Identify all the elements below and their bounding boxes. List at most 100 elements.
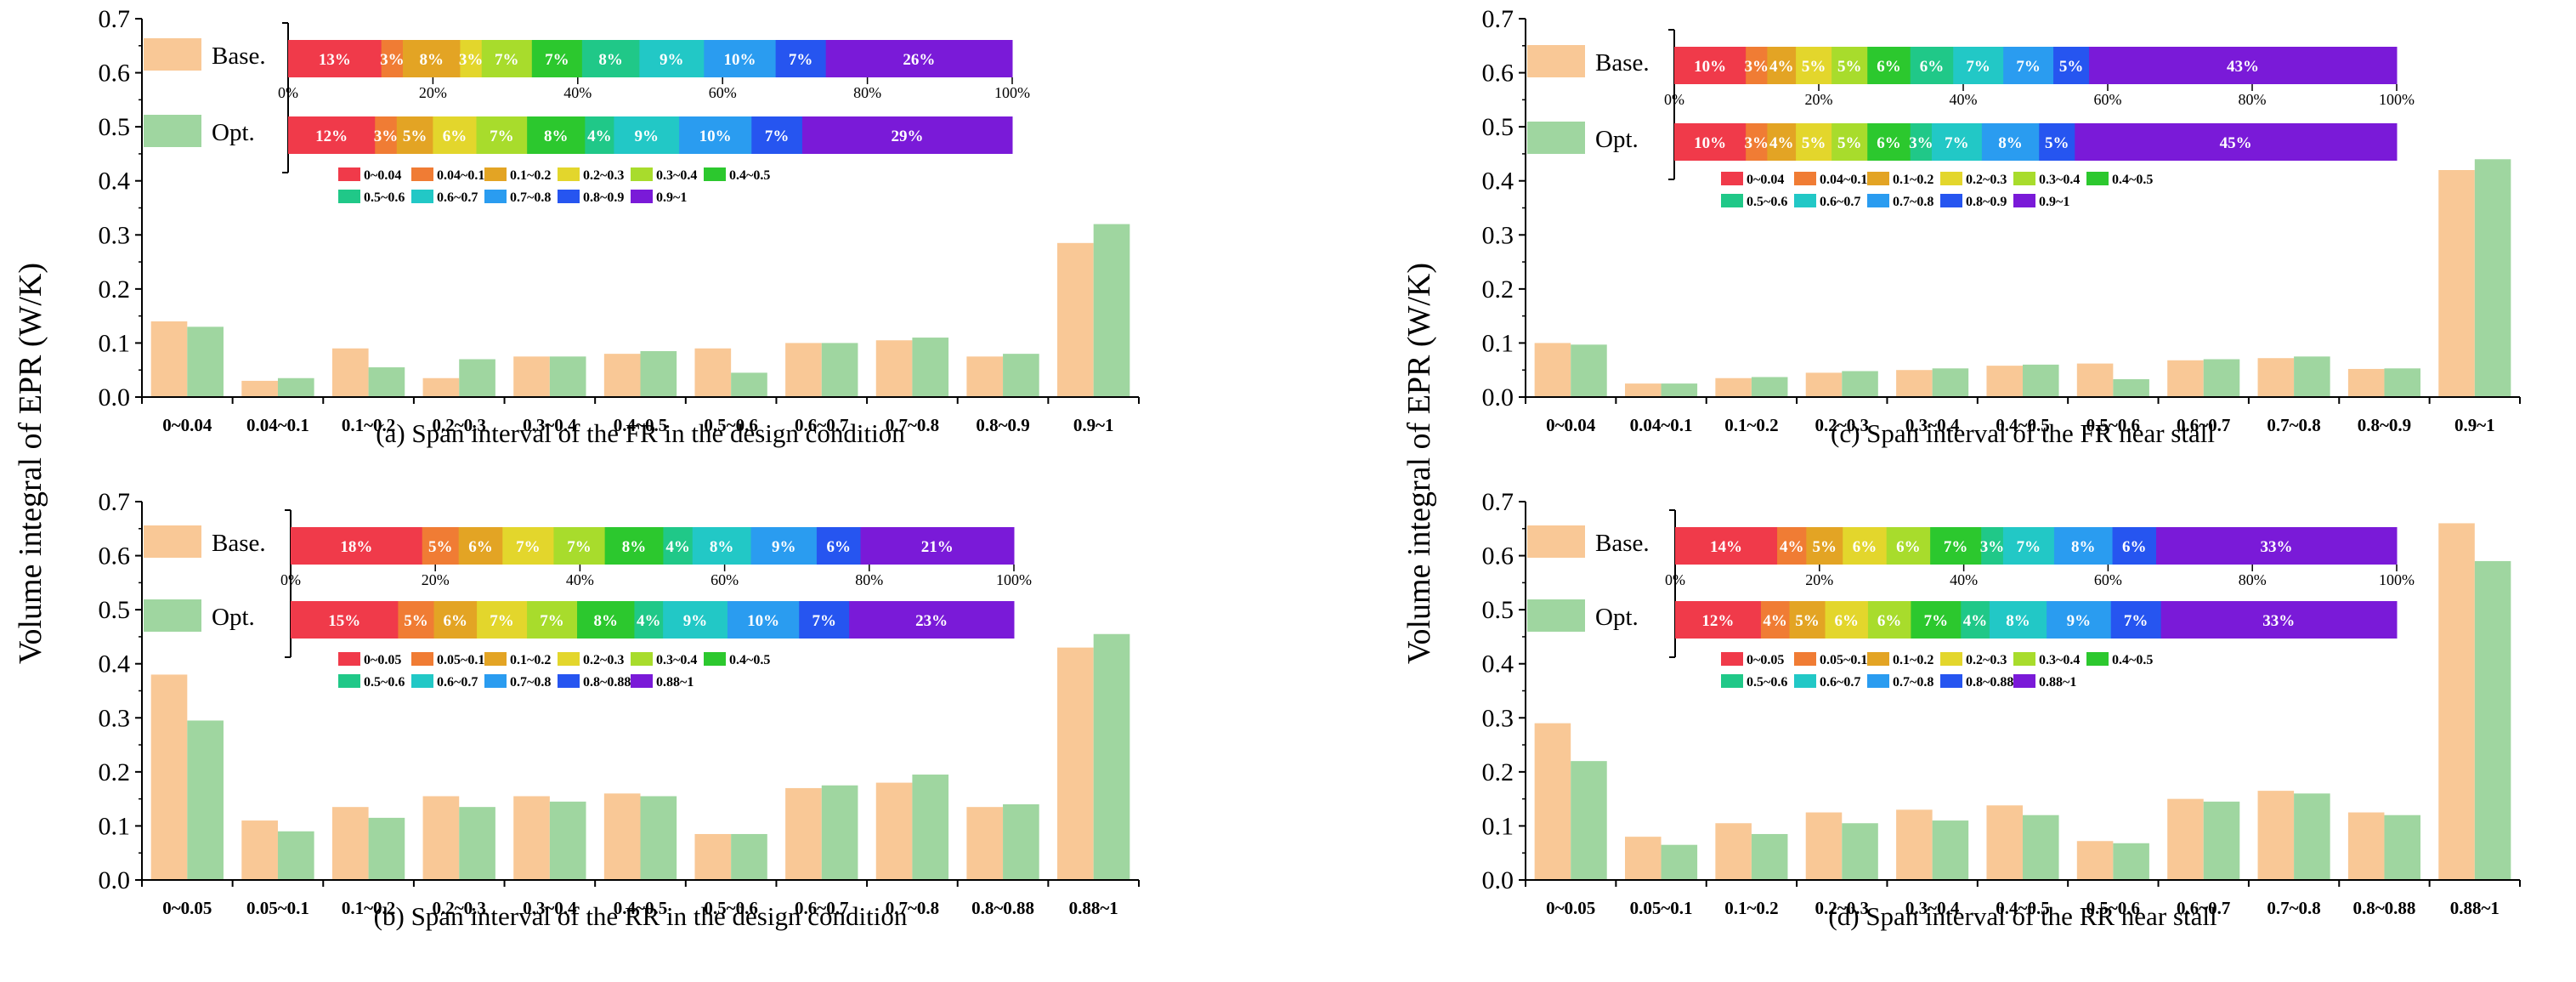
stacked-segment-label-opt-8: 9% <box>2067 612 2092 630</box>
y-tick-label: 0.2 <box>1482 275 1514 304</box>
y-tick-label: 0.6 <box>99 60 131 88</box>
interval-legend-swatch-1 <box>1794 652 1816 666</box>
panel-caption: (a) Span interval of the FR in the desig… <box>376 418 905 448</box>
x-tick-label: 0.4~0.5 <box>614 898 667 918</box>
interval-legend-label-1: 0.04~0.1 <box>1820 173 1867 187</box>
bar-base-3 <box>1805 372 1843 397</box>
bar-opt-3 <box>1842 371 1878 397</box>
stacked-segment-label-opt-1: 4% <box>1763 612 1787 630</box>
stacked-segment-opt-0 <box>1675 601 1762 639</box>
stacked-segment-label-opt-6: 4% <box>587 128 612 145</box>
stacked-segment-label-base-6: 3% <box>1980 538 2005 556</box>
stacked-segment-label-opt-9: 5% <box>2045 134 2069 152</box>
stacked-segment-label-base-1: 3% <box>1745 58 1769 76</box>
percent-tick-label: 40% <box>563 84 592 101</box>
percent-tick-label: 60% <box>2094 571 2122 588</box>
bar-opt-3 <box>459 359 495 397</box>
bar-opt-7 <box>821 343 858 397</box>
x-tick-label: 0.6~0.7 <box>2177 898 2230 918</box>
stacked-segment-base-9 <box>2053 47 2090 84</box>
stacked-segment-label-base-2: 5% <box>1813 538 1837 556</box>
stacked-segment-label-opt-8: 10% <box>699 128 732 145</box>
stacked-segment-opt-1 <box>375 116 398 154</box>
x-tick-label: 0.3~0.4 <box>1905 415 1960 435</box>
stacked-segment-label-base-6: 6% <box>1920 58 1945 76</box>
bar-opt-10 <box>1093 633 1130 880</box>
interval-legend-label-6: 0.5~0.6 <box>1747 195 1787 209</box>
percent-tick-label: 100% <box>2379 91 2415 108</box>
stacked-segment-opt-5 <box>1867 123 1911 161</box>
x-tick-label: 0.04~0.1 <box>246 415 309 435</box>
y-tick-label: 0.3 <box>99 704 131 732</box>
stacked-segment-label-opt-9: 7% <box>812 612 836 630</box>
x-tick-label: 0.88~1 <box>2450 898 2500 918</box>
interval-legend-swatch-0 <box>338 652 360 666</box>
bar-opt-4 <box>1932 820 1969 880</box>
interval-legend-swatch-7 <box>411 674 433 688</box>
bar-base-10 <box>2438 523 2475 880</box>
bar-base-10 <box>1057 647 1094 880</box>
interval-legend-label-3: 0.2~0.3 <box>1966 653 2007 667</box>
stacked-segment-label-base-1: 4% <box>1780 538 1804 556</box>
stacked-segment-opt-5 <box>527 116 586 154</box>
stacked-segment-opt-4 <box>476 116 528 154</box>
y-tick-label: 0.1 <box>99 329 131 357</box>
stacked-segment-opt-4 <box>527 601 578 639</box>
stacked-segment-base-4 <box>1832 47 1868 84</box>
bar-opt-10 <box>1093 224 1130 397</box>
interval-legend-label-4: 0.3~0.4 <box>2039 173 2080 187</box>
stacked-segment-base-8 <box>2003 47 2054 84</box>
stacked-segment-label-base-0: 18% <box>340 538 372 556</box>
stacked-segment-label-opt-4: 7% <box>540 612 564 630</box>
interval-legend-swatch-9 <box>1940 674 1962 688</box>
stacked-segment-label-opt-7: 9% <box>634 128 659 145</box>
interval-legend-swatch-5 <box>704 167 726 181</box>
stacked-segment-opt-8 <box>2047 601 2112 639</box>
bar-base-0 <box>1534 723 1571 880</box>
stacked-segment-label-opt-2: 5% <box>1795 612 1820 630</box>
bar-opt-6 <box>2113 379 2149 397</box>
bar-opt-2 <box>368 367 405 397</box>
interval-legend-label-0: 0~0.04 <box>364 168 401 183</box>
stacked-segment-base-10 <box>2089 47 2398 84</box>
x-tick-label: 0.6~0.7 <box>795 415 848 435</box>
stacked-segment-base-2 <box>1806 527 1843 565</box>
stacked-segment-base-5 <box>604 527 664 565</box>
bar-opt-6 <box>2113 843 2149 880</box>
y-tick-label: 0.0 <box>1482 866 1514 894</box>
percent-tick-label: 20% <box>1805 91 1833 108</box>
stacked-segment-label-base-5: 7% <box>1944 538 1968 556</box>
stacked-segment-label-opt-7: 8% <box>2006 612 2030 630</box>
stacked-segment-label-base-10: 33% <box>2261 538 2293 556</box>
bar-base-3 <box>422 796 460 880</box>
stacked-segment-base-7 <box>1953 47 2004 84</box>
stacked-segment-label-base-4: 5% <box>1837 58 1862 76</box>
interval-legend-swatch-6 <box>1721 194 1743 207</box>
bar-base-5 <box>1986 366 2023 397</box>
stacked-segment-label-opt-1: 3% <box>1745 134 1769 152</box>
stacked-segment-opt-8 <box>679 116 752 154</box>
interval-legend-swatch-3 <box>1940 652 1962 666</box>
stacked-segment-base-3 <box>502 527 554 565</box>
stacked-segment-label-opt-10: 45% <box>2220 134 2252 152</box>
interval-legend-label-5: 0.4~0.5 <box>2112 173 2153 187</box>
stacked-segment-opt-4 <box>1832 123 1868 161</box>
interval-legend-label-3: 0.2~0.3 <box>583 168 624 183</box>
bar-base-9 <box>2347 812 2385 880</box>
stacked-segment-label-base-8: 7% <box>2016 58 2041 76</box>
stacked-segment-base-3 <box>1796 47 1832 84</box>
stacked-segment-opt-7 <box>1989 601 2047 639</box>
bar-base-0 <box>1534 343 1571 397</box>
stacked-segment-base-1 <box>1777 527 1807 565</box>
interval-legend-label-7: 0.6~0.7 <box>437 190 478 205</box>
stacked-segment-opt-7 <box>614 116 680 154</box>
y-tick-label: 0.6 <box>99 542 131 570</box>
panel-2: 0.0 0.1 0.2 0.3 0.4 0.5 0.6 0.7 0~0.05 0.05~0.1 0.… <box>99 488 1140 931</box>
bar-opt-9 <box>1003 354 1039 397</box>
stacked-segment-base-6 <box>1981 527 2004 565</box>
x-tick-label: 0.1~0.2 <box>342 415 395 435</box>
stacked-segment-label-opt-10: 29% <box>891 128 923 145</box>
stacked-segment-opt-6 <box>1910 123 1933 161</box>
stacked-segment-base-6 <box>581 40 640 77</box>
bar-opt-0 <box>1571 344 1607 397</box>
